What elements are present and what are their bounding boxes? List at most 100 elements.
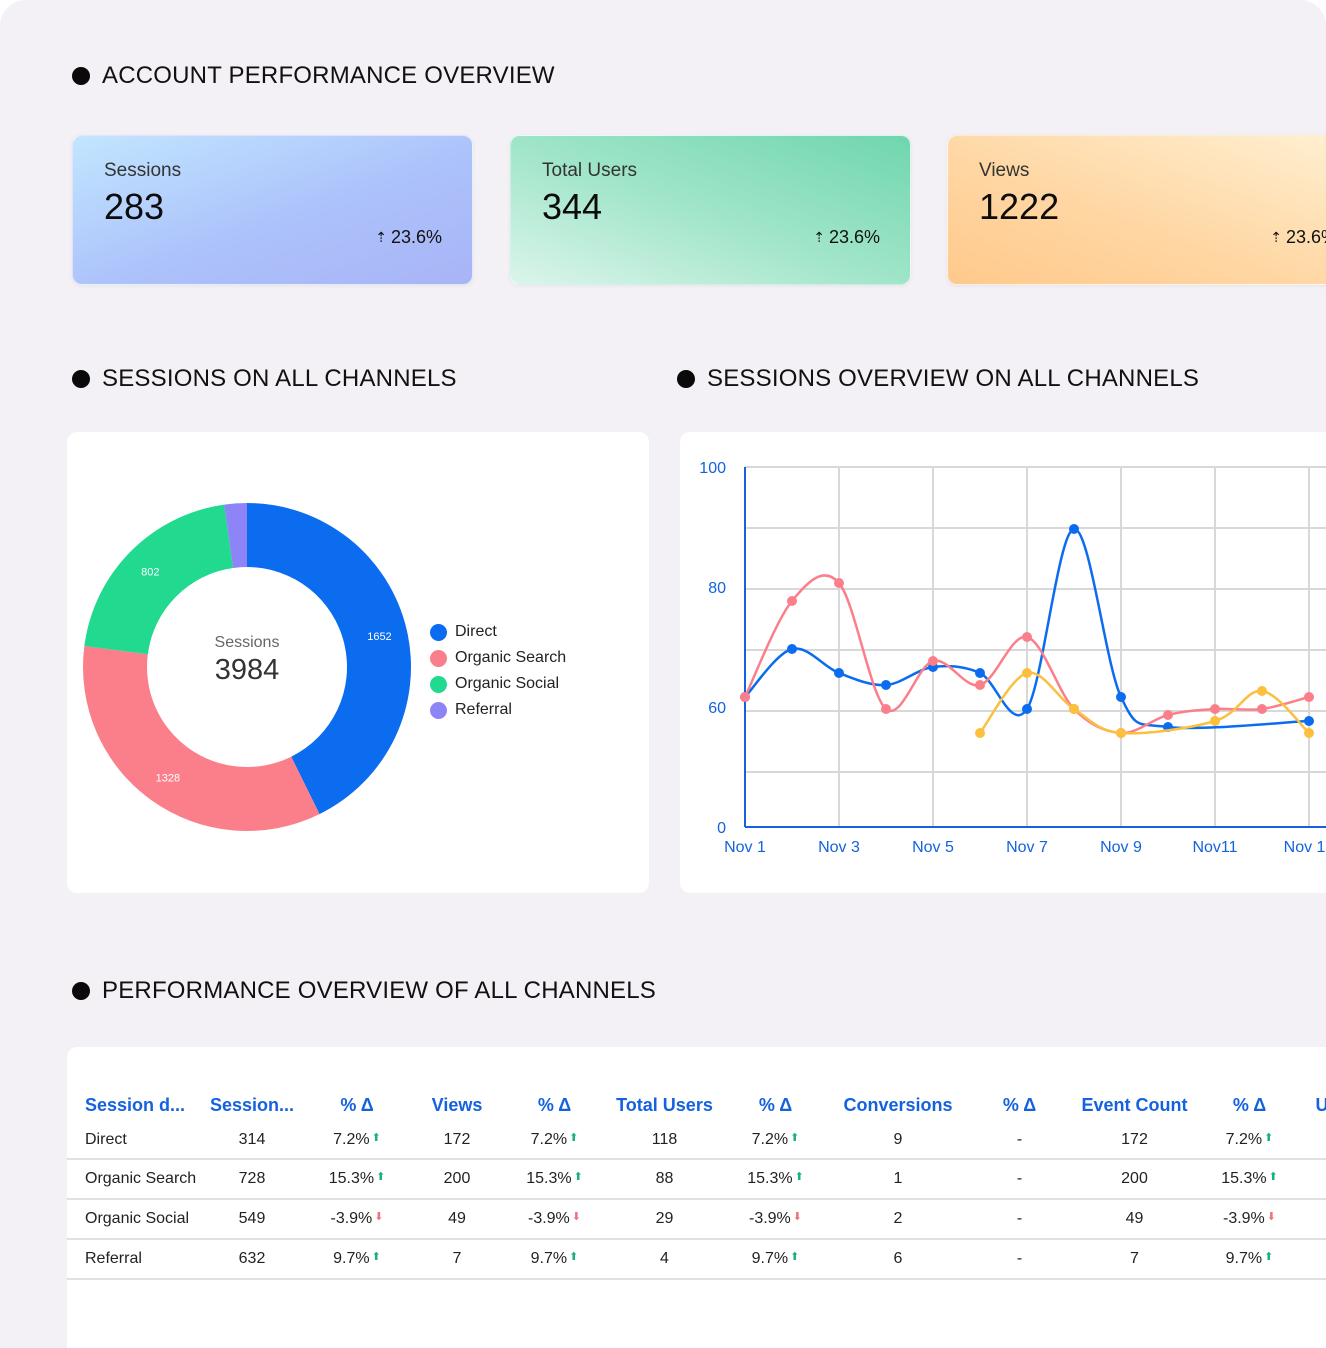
column-header[interactable]: % Δ — [758, 1094, 793, 1115]
legend-item[interactable]: Referral — [430, 697, 566, 723]
table-cell: 49 — [1067, 1199, 1202, 1240]
donut-data-label: 1328 — [156, 773, 180, 785]
line-chart[interactable]: 0 60 80 100 Nov 1 Nov 3 Nov 5 Nov 7 Nov 9 Nov11 No… — [680, 432, 1326, 893]
trend-up-icon: ⬆ — [569, 1251, 579, 1263]
legend-label: Organic Search — [455, 649, 567, 666]
data-point[interactable] — [1022, 704, 1032, 714]
table-cell: 172 — [1067, 1121, 1202, 1160]
table-cell: Direct — [67, 1121, 197, 1160]
trend-up-icon: ⬆ — [569, 1131, 579, 1144]
data-point[interactable] — [1022, 668, 1032, 678]
data-point[interactable] — [1257, 704, 1267, 714]
data-point[interactable] — [1069, 524, 1079, 534]
kpi-card-sessions[interactable]: Sessions 283 ⇡ 23.6% — [72, 135, 473, 285]
donut-legend: Direct Organic Search Organic Social Referr… — [430, 619, 566, 723]
table-cell: Organic Social — [67, 1199, 197, 1240]
data-point[interactable] — [928, 656, 938, 666]
column-header[interactable]: % Δ — [340, 1094, 374, 1115]
table-row[interactable]: Direct 314 7.2% ⬆ 172 7.2% ⬆ 118 7.2% ⬆ 9-172 7.2% ⬆ — [67, 1121, 1326, 1160]
table-row[interactable]: Organic Social 549 -3.9% ⬇ 49 -3.9% ⬇ 29 -3.9% ⬇ 2… — [67, 1199, 1326, 1240]
legend-item[interactable]: Organic Social — [430, 671, 566, 697]
column-header[interactable]: % Δ — [537, 1094, 572, 1115]
x-tick-label: Nov 7 — [1006, 839, 1048, 856]
column-header[interactable]: Total Users — [616, 1094, 713, 1115]
column-header[interactable]: Session d... — [85, 1094, 186, 1115]
data-point[interactable] — [1304, 716, 1314, 726]
account-section-title-text: ACCOUNT PERFORMANCE OVERVIEW — [102, 62, 555, 89]
table-header-row: Session d... Session... % Δ Views % Δ Total U… — [67, 1089, 1326, 1121]
data-point[interactable] — [834, 668, 844, 678]
donut-slice[interactable] — [247, 503, 411, 815]
column-header[interactable]: Conversions — [843, 1094, 953, 1115]
kpi-delta-value: 23.6% — [828, 227, 880, 247]
kpi-card-total-users[interactable]: Total Users 344 ⇡ 23.6% — [510, 135, 911, 285]
data-point[interactable] — [1257, 686, 1267, 696]
data-point[interactable] — [975, 668, 985, 678]
donut-slice[interactable] — [82, 646, 320, 831]
legend-item[interactable]: Organic Search — [430, 645, 566, 671]
table-cell-value: -3.9% — [748, 1210, 791, 1227]
data-point[interactable] — [975, 680, 985, 690]
legend-swatch-icon — [430, 649, 447, 667]
legend-label: Organic Social — [455, 675, 560, 692]
donut-slice[interactable] — [224, 503, 247, 568]
table-cell-value: 7.2% — [530, 1130, 568, 1148]
data-point[interactable] — [1304, 692, 1314, 702]
data-point[interactable] — [787, 644, 797, 654]
arrow-up-icon: ⇡ — [813, 229, 825, 245]
donut-slice[interactable] — [84, 504, 234, 655]
data-point[interactable] — [834, 578, 844, 588]
table-cell-value: -3.9% — [1222, 1210, 1265, 1227]
table-row[interactable]: Organic Search 728 15.3% ⬆ 200 15.3% ⬆ 88 15.3% ⬆… — [67, 1159, 1326, 1200]
column-header[interactable]: Session... — [209, 1094, 295, 1115]
y-tick-label: 0 — [717, 820, 726, 837]
data-point[interactable] — [881, 680, 891, 690]
data-point[interactable] — [1116, 692, 1126, 702]
kpi-delta-value: 23.6% — [390, 227, 442, 247]
table-cell-value: 7.2% — [333, 1130, 370, 1148]
legend-item[interactable]: Direct — [430, 619, 566, 645]
table-cell: 7.2% ⬆ — [727, 1121, 824, 1160]
data-point[interactable] — [1210, 704, 1220, 714]
table-cell: 7 — [1067, 1239, 1202, 1280]
column-header[interactable]: % Δ — [1002, 1094, 1037, 1115]
table-cell-value: 9.7% — [333, 1250, 370, 1267]
table-cell: 200 — [407, 1159, 507, 1200]
data-point[interactable] — [787, 596, 797, 606]
column-header[interactable]: Use — [1315, 1094, 1326, 1115]
sessions-overview-title: SESSIONS OVERVIEW ON ALL CHANNELS — [677, 365, 1199, 393]
table-cell — [1297, 1239, 1326, 1280]
donut-center-label: Sessions — [214, 634, 280, 651]
kpi-delta: ⇡ 23.6% — [375, 227, 442, 248]
table-cell: -3.9% ⬇ — [507, 1199, 602, 1240]
trend-up-icon: ⬆ — [790, 1131, 800, 1144]
trend-up-icon: ⬆ — [371, 1251, 381, 1263]
kpi-value: 1222 — [979, 186, 1060, 227]
data-point[interactable] — [1210, 716, 1220, 726]
x-tick-label: Nov 1 — [724, 839, 766, 856]
donut-chart[interactable]: 1652 1328 802 — [67, 432, 427, 893]
table-cell: - — [972, 1199, 1067, 1240]
legend-swatch-icon — [430, 623, 447, 641]
x-tick-label: Nov 3 — [818, 839, 860, 856]
data-point[interactable] — [1069, 704, 1079, 714]
table-cell: 632 — [197, 1239, 307, 1280]
table-cell: 88 — [602, 1159, 727, 1200]
kpi-card-views[interactable]: Views 1222 ⇡ 23.6% — [947, 135, 1326, 285]
donut-center-value: 3984 — [214, 654, 280, 686]
column-header[interactable]: Views — [431, 1094, 483, 1115]
data-point[interactable] — [1304, 728, 1314, 738]
data-point[interactable] — [975, 728, 985, 738]
table-row[interactable]: Referral 632 9.7% ⬆ 7 9.7% ⬆ 4 9.7% ⬆ 6-7 9.7% ⬆ — [67, 1239, 1326, 1280]
column-header[interactable]: % Δ — [1232, 1094, 1267, 1115]
data-point[interactable] — [1163, 710, 1173, 720]
data-point[interactable] — [881, 704, 891, 714]
table-cell: -3.9% ⬇ — [727, 1199, 824, 1240]
trend-down-icon: ⬇ — [792, 1211, 802, 1223]
data-point[interactable] — [1116, 728, 1126, 738]
data-point[interactable] — [740, 692, 750, 702]
column-header[interactable]: Event Count — [1081, 1094, 1188, 1115]
data-point[interactable] — [1022, 632, 1032, 642]
trend-up-icon: ⬆ — [371, 1131, 381, 1144]
